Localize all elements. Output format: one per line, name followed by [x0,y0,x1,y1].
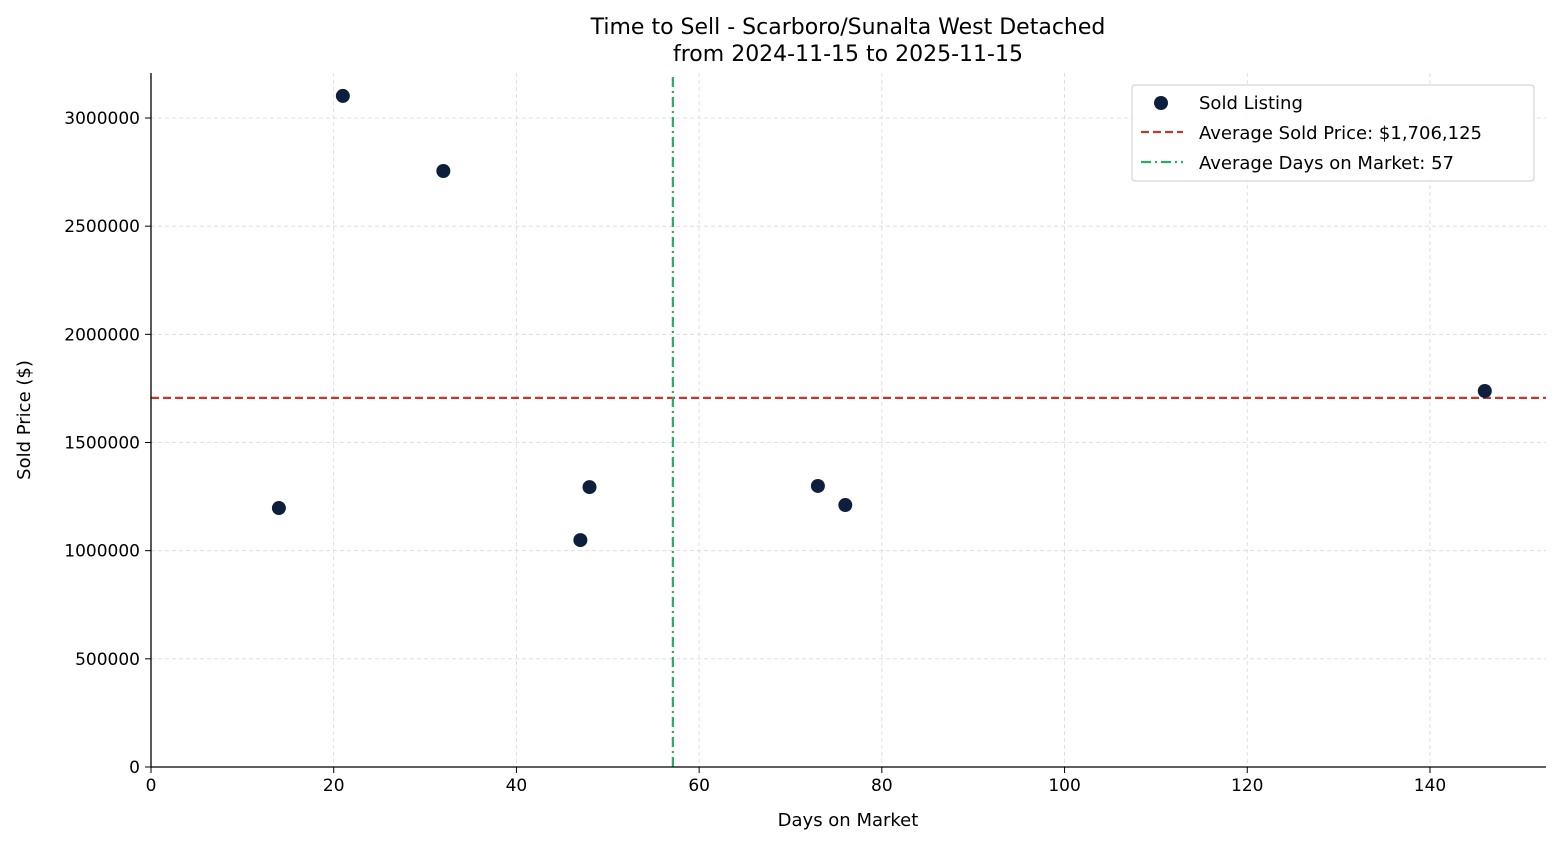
chart-subtitle: from 2024-11-15 to 2025-11-15 [673,42,1023,67]
data-point [271,501,286,516]
y-tick-label: 1500000 [64,433,140,453]
data-point [335,88,350,103]
data-point [573,533,588,548]
legend-marker-sold-listing [1154,96,1168,110]
y-tick-label: 0 [129,758,140,778]
data-point [810,478,825,493]
x-tick-label: 100 [1048,776,1080,796]
legend-label-average-price: Average Sold Price: $1,706,125 [1199,123,1482,144]
y-tick-label: 500000 [75,650,140,670]
x-tick-label: 60 [688,776,710,796]
y-tick-label: 2500000 [64,217,140,237]
x-tick-label: 140 [1414,776,1446,796]
data-point [1477,384,1492,399]
x-tick-label: 80 [871,776,893,796]
legend-label-average-days: Average Days on Market: 57 [1199,153,1454,174]
x-tick-label: 120 [1231,776,1263,796]
x-axis-label: Days on Market [778,810,919,831]
x-tick-label: 20 [323,776,345,796]
y-tick-label: 1000000 [64,542,140,562]
data-point [582,480,597,495]
y-axis-label: Sold Price ($) [14,360,35,480]
reference-lines [151,77,1546,767]
y-tick-label: 2000000 [64,325,140,345]
y-tick-label: 3000000 [64,109,140,129]
x-tick-label: 0 [146,776,157,796]
x-ticks: 0 20 40 60 80 100 120 140 [146,767,1446,796]
data-point [838,498,853,513]
data-point [436,163,451,178]
legend-box [1131,84,1535,182]
y-ticks: 0 500000 1000000 1500000 2000000 2500000 30000… [64,109,151,778]
legend-label-sold-listing: Sold Listing [1199,93,1303,114]
x-tick-label: 40 [506,776,528,796]
legend: Sold Listing Average Sold Price: $1,706,… [1131,84,1535,182]
chart-title: Time to Sell - Scarboro/Sunalta West Det… [590,15,1106,40]
data-points [271,88,1492,548]
